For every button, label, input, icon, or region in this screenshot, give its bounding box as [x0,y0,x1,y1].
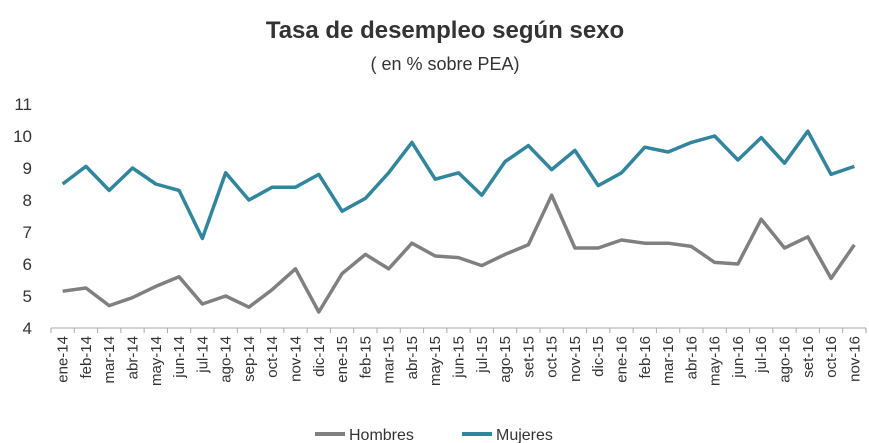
y-tick-label: 9 [23,159,32,178]
x-tick-label: nov-16 [846,336,863,382]
x-tick-label: abr-16 [683,336,700,379]
x-tick-label: may-14 [148,336,165,386]
x-tick-label: oct-14 [264,336,281,378]
x-tick-label: oct-15 [544,336,561,378]
x-tick-label: abr-14 [125,336,142,379]
x-tick-label: may-16 [707,336,724,386]
line-series [62,193,856,314]
x-tick-label: abr-15 [404,336,421,379]
y-tick-label: 8 [23,191,32,210]
x-tick-label: oct-16 [823,336,840,378]
x-tick-label: nov-15 [567,336,584,382]
y-tick-label: 7 [23,223,32,242]
x-tick-label: ago-15 [497,336,514,383]
x-tick-label: feb-16 [637,336,654,379]
legend-label: Hombres [349,427,414,443]
x-tick-label: may-15 [427,336,444,386]
x-tick-label: mar-16 [660,336,677,384]
x-tick-label: sep-14 [241,336,258,382]
x-tick-label: nov-14 [288,336,305,382]
y-tick-label: 10 [13,127,32,146]
x-tick-label: set-16 [800,336,817,378]
x-tick-label: mar-15 [381,336,398,384]
y-tick-label: 11 [14,95,32,114]
x-tick-label: mar-14 [101,336,118,384]
x-tick-label: dic-14 [311,336,328,377]
y-tick-label: 5 [23,287,32,306]
x-tick-label: ene-15 [334,336,351,383]
x-tick-label: jun-15 [451,336,468,379]
legend-label: Mujeres [496,427,553,443]
x-tick-label: jul-14 [194,336,211,374]
x-tick-label: jul-15 [474,336,491,374]
chart-subtitle: ( en % sobre PEA) [370,54,519,74]
x-tick-label: jun-16 [730,336,747,379]
x-tick-label: set-15 [520,336,537,378]
x-tick-label: jul-16 [753,336,770,374]
x-tick-label: dic-15 [590,336,607,377]
x-tick-label: feb-15 [357,336,374,379]
x-tick-label: ene-16 [614,336,631,383]
x-tick-label: ago-14 [218,336,235,383]
x-tick-label: feb-14 [78,336,95,379]
chart-title: Tasa de desempleo según sexo [266,17,624,44]
y-tick-label: 4 [23,319,32,338]
y-tick-label: 6 [23,255,32,274]
x-tick-label: ene-14 [55,336,72,383]
x-tick-label: ago-16 [777,336,794,383]
line-series [61,129,855,241]
x-tick-label: jun-14 [171,336,188,379]
